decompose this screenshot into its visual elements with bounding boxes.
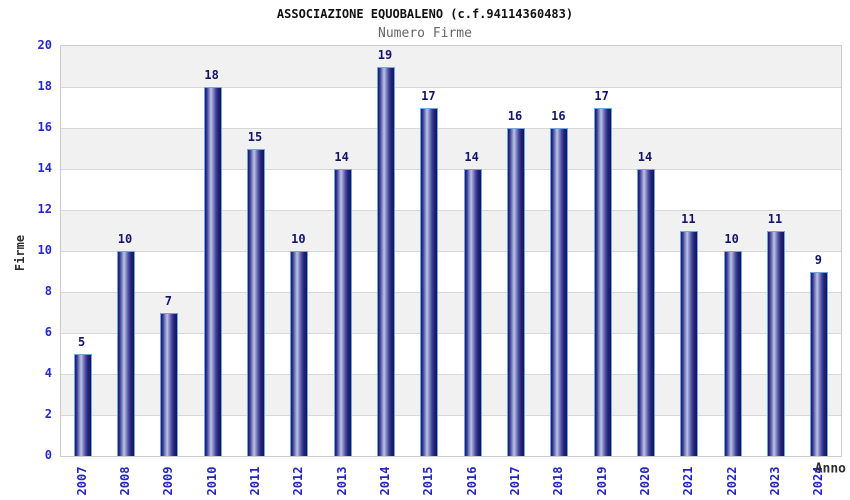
gridline (61, 415, 841, 416)
bar-value-label: 11 (681, 211, 696, 226)
x-tick-label: 2015 (421, 466, 436, 496)
x-tick-label: 2009 (161, 466, 176, 496)
x-tick-label: 2023 (768, 466, 782, 496)
x-tick-label: 2019 (594, 466, 609, 496)
gridline (61, 374, 841, 375)
plot-band (61, 169, 841, 210)
y-tick-label: 20 (37, 38, 52, 52)
y-tick-label: 4 (44, 366, 52, 380)
bar-2015 (420, 107, 439, 456)
bar-2012 (290, 251, 309, 456)
x-tick-label: 2011 (248, 466, 262, 496)
bar-value-label: 10 (291, 232, 306, 246)
bar-2017 (507, 128, 525, 456)
x-tick-label: 2020 (638, 466, 652, 496)
bar-value-label: 10 (724, 232, 739, 246)
plot-band (61, 374, 841, 415)
x-tick-label: 2008 (118, 466, 132, 496)
bar-2023 (767, 230, 785, 456)
bar-2007 (73, 353, 92, 456)
plot-band (61, 46, 841, 87)
bar-2020 (637, 169, 655, 456)
x-tick-label: 2017 (508, 466, 522, 496)
x-tick-label: 2018 (551, 466, 566, 496)
bar-value-label: 11 (767, 211, 783, 226)
bar-2008 (117, 251, 135, 456)
bar-2022 (723, 251, 742, 456)
plot-band (61, 128, 841, 169)
bar-2021 (680, 230, 699, 456)
y-tick-label: 14 (37, 161, 52, 175)
x-tick-label: 2010 (204, 466, 219, 496)
bar-value-label: 14 (637, 150, 653, 164)
plot-band (61, 415, 841, 456)
bar-value-label: 15 (247, 129, 263, 144)
x-tick-label: 2014 (378, 466, 392, 496)
plot-band (61, 210, 841, 251)
bar-2016 (463, 169, 482, 456)
y-tick-label: 12 (37, 202, 52, 216)
chart-title: ASSOCIAZIONE EQUOBALENO (c.f.94114360483… (276, 7, 574, 21)
bar-2009 (160, 312, 179, 456)
gridline (61, 251, 841, 252)
gridline (61, 128, 841, 129)
bar-value-label: 19 (377, 47, 393, 62)
x-tick-label: 2007 (74, 466, 89, 496)
bar-value-label: 17 (594, 88, 609, 103)
bar-value-label: 9 (814, 252, 822, 267)
bar-value-label: 16 (507, 109, 523, 123)
plot-band (61, 292, 841, 333)
y-tick-label: 10 (37, 243, 52, 257)
bar-2014 (377, 66, 395, 456)
bar-2019 (593, 107, 612, 456)
gridline (61, 292, 841, 293)
bar-value-label: 16 (551, 109, 566, 123)
gridline (61, 169, 841, 170)
bar-2013 (333, 169, 352, 456)
y-tick-label: 8 (44, 284, 52, 298)
chart-subtitle: Numero Firme (378, 26, 472, 41)
y-tick-label: 16 (37, 120, 52, 134)
bar-value-label: 7 (164, 293, 172, 308)
x-tick-label: 2016 (464, 466, 479, 496)
bar-value-label: 18 (204, 68, 219, 82)
plot-band (61, 333, 841, 374)
x-tick-label: 2022 (724, 466, 739, 496)
x-tick-label: 2012 (291, 466, 306, 496)
plot-band (61, 87, 841, 128)
bar-2010 (203, 87, 222, 456)
bar-2024 (810, 271, 829, 456)
bar-value-label: 17 (421, 88, 436, 103)
y-tick-label: 18 (37, 79, 52, 93)
bar-2011 (247, 148, 265, 456)
x-axis-title: Anno (814, 461, 846, 477)
plot-area (60, 45, 842, 457)
y-tick-label: 2 (44, 407, 52, 421)
bar-value-label: 5 (78, 334, 86, 349)
y-tick-label: 6 (44, 325, 52, 339)
plot-band (61, 251, 841, 292)
bar-value-label: 14 (334, 150, 349, 164)
bar-2018 (550, 128, 569, 456)
x-tick-label: 2013 (334, 466, 349, 496)
x-tick-label: 2021 (681, 466, 696, 496)
y-tick-label: 0 (44, 448, 52, 462)
gridline (61, 210, 841, 211)
bar-value-label: 14 (464, 150, 479, 164)
bar-value-label: 10 (117, 232, 133, 246)
gridline (61, 333, 841, 334)
gridline (61, 87, 841, 88)
